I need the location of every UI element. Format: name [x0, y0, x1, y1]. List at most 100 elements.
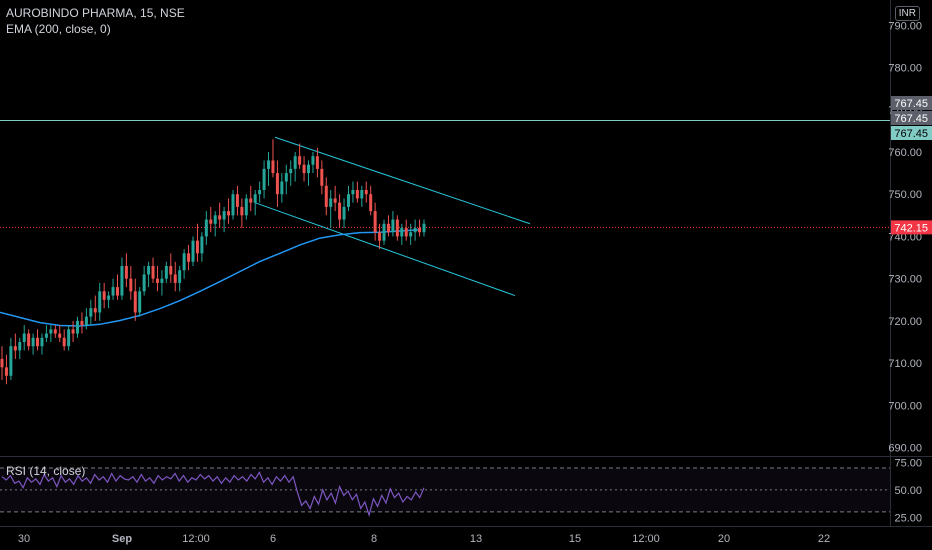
candle-body [235, 194, 239, 207]
candle-22 [98, 282, 102, 321]
candle-body [93, 308, 97, 313]
candle-12 [53, 325, 57, 338]
candle-body [333, 198, 337, 203]
candle-body [422, 223, 426, 233]
candle-body [147, 266, 151, 275]
candle-64 [284, 164, 288, 195]
time-tick-label: Sep [112, 533, 132, 545]
candle-body [129, 278, 133, 292]
candle-93 [413, 219, 417, 241]
candle-48 [213, 211, 217, 237]
currency-button[interactable]: INR [894, 6, 920, 21]
candle-34 [151, 257, 155, 283]
symbol-title[interactable]: AUROBINDO PHARMA, 15, NSE [6, 6, 185, 20]
rsi-line [1, 471, 425, 518]
candle-body [151, 266, 155, 279]
candle-body [98, 291, 102, 313]
candle-body [36, 337, 40, 347]
time-axis[interactable]: 30 Sep 12:00 6 8 13 15 12:00 20 22 [0, 526, 932, 546]
candle-body [280, 181, 284, 195]
candle-60 [267, 152, 271, 186]
time-tick-label: 15 [569, 533, 581, 545]
candle-body [62, 337, 66, 347]
candle-body [262, 168, 266, 190]
candle-body [400, 228, 404, 237]
candle-body [115, 287, 119, 296]
candle-body [275, 173, 279, 195]
candle-10 [44, 325, 48, 342]
rsi-legend[interactable]: RSI (14, close) [6, 464, 86, 478]
candle-47 [209, 206, 213, 233]
candle-8 [36, 329, 40, 351]
candle-15 [67, 325, 71, 351]
candle-body [391, 219, 395, 233]
price-tick-label: 700.00 [888, 400, 922, 412]
trendline-2 [254, 202, 516, 297]
rsi-pane[interactable] [0, 467, 890, 518]
candle-86 [382, 219, 386, 245]
candle-body [102, 291, 106, 300]
candle-body [413, 228, 417, 233]
candle-body [76, 320, 80, 334]
candle-89 [395, 215, 399, 241]
candle-92 [409, 223, 413, 245]
candle-53 [235, 185, 239, 216]
candle-body [18, 342, 22, 351]
price-label: 767.45 [894, 128, 928, 140]
time-tick-label: 8 [371, 533, 377, 545]
candle-body [258, 190, 262, 195]
candle-body [346, 194, 350, 207]
candle-51 [227, 198, 231, 224]
price-label-box [891, 96, 932, 110]
candle-37 [164, 261, 168, 283]
candle-6 [27, 329, 31, 351]
candle-91 [404, 219, 408, 241]
candle-body [80, 320, 84, 326]
candle-23 [102, 282, 106, 309]
candle-77 [342, 198, 346, 228]
candle-74 [329, 190, 333, 228]
candle-body [200, 236, 204, 254]
candle-16 [71, 320, 75, 342]
ema-legend[interactable]: EMA (200, close, 0) [6, 22, 111, 36]
candle-body [22, 333, 26, 342]
candle-body [355, 190, 359, 199]
candle-body [293, 156, 297, 169]
candle-body [31, 337, 35, 347]
candle-body [311, 156, 315, 165]
price-pane[interactable] [0, 120, 932, 457]
candle-56 [249, 185, 253, 212]
candle-body [4, 367, 8, 376]
candle-33 [147, 261, 151, 288]
time-tick-label: 20 [718, 533, 730, 545]
time-tick-label: 12:00 [632, 533, 660, 545]
price-tick-label: 710.00 [888, 358, 922, 370]
price-tick-label: 730.00 [888, 274, 922, 286]
candle-35 [155, 266, 159, 292]
candle-54 [240, 198, 244, 228]
candle-body [307, 164, 311, 174]
candle-body [195, 240, 199, 254]
candle-body [27, 333, 31, 347]
candle-46 [204, 211, 208, 245]
candle-79 [351, 181, 355, 203]
candle-63 [280, 173, 284, 203]
ema-200-line [0, 228, 421, 327]
candle-59 [262, 160, 266, 199]
candle-body [418, 228, 422, 233]
candle-3 [13, 333, 17, 359]
price-axis[interactable]: 690.00 700.00 710.00 720.00 730.00 740.00 750.… [888, 0, 932, 527]
candle-95 [422, 219, 426, 237]
candle-14 [62, 329, 66, 351]
price-label-box [891, 126, 932, 140]
rsi-tick-label: 50.00 [894, 485, 922, 497]
candle-body [107, 295, 111, 300]
price-tick-label: 720.00 [888, 316, 922, 328]
candle-38 [169, 253, 173, 283]
candle-body [338, 202, 342, 220]
candle-65 [289, 160, 293, 186]
candle-body [320, 168, 324, 186]
candle-18 [80, 312, 84, 334]
candle-body [386, 223, 390, 233]
